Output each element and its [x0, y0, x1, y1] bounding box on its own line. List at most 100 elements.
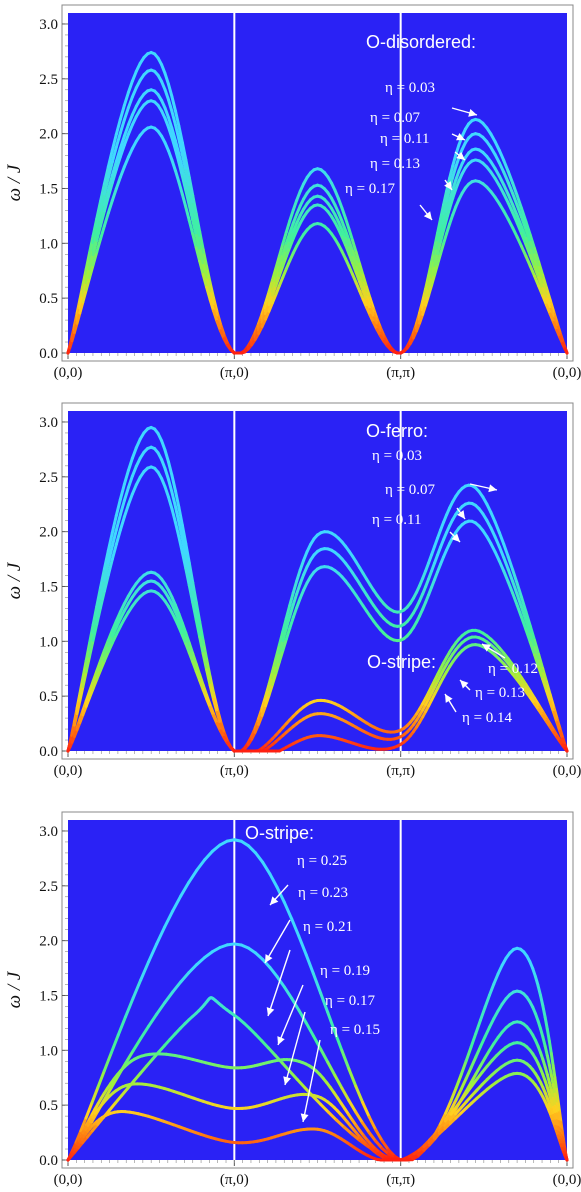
series-segment — [114, 155, 122, 171]
series-label: η = 0.03 — [385, 80, 435, 96]
series-segment — [474, 1045, 482, 1059]
panel-title: O-stripe: — [245, 823, 314, 843]
series-label: η = 0.23 — [298, 885, 348, 901]
series-segment — [160, 63, 167, 75]
series-segment — [145, 1057, 155, 1068]
series-segment — [295, 568, 302, 583]
series-segment — [520, 615, 528, 632]
series-segment — [270, 292, 278, 305]
series-segment — [361, 1100, 371, 1119]
series-segment — [84, 654, 92, 674]
series-segment — [187, 651, 195, 664]
series-segment — [191, 601, 198, 622]
series-segment — [177, 612, 184, 625]
y-tick-label: 1.5 — [39, 181, 58, 197]
y-tick-label: 2.0 — [39, 934, 58, 950]
series-segment — [479, 1005, 487, 1022]
series-segment — [270, 664, 278, 680]
series-segment — [102, 165, 110, 186]
series-segment — [281, 267, 288, 279]
series-segment — [187, 203, 195, 222]
series-segment — [114, 131, 122, 149]
series-segment — [122, 468, 130, 486]
annotation-arrow-head — [423, 211, 432, 220]
series-segment — [99, 659, 106, 672]
annotation-arrow-head — [283, 1076, 291, 1085]
series-segment — [130, 483, 138, 496]
series-segment — [191, 660, 198, 673]
series-segment — [114, 617, 122, 629]
y-axis-label: ω / J — [4, 561, 25, 599]
series-line — [66, 1071, 569, 1162]
y-tick-label: 0.0 — [39, 1153, 58, 1169]
series-segment — [448, 164, 455, 180]
series-segment — [208, 297, 216, 313]
series-segment — [506, 169, 515, 185]
series-segment — [116, 1015, 128, 1037]
series-segment — [502, 183, 510, 196]
series-segment — [81, 288, 88, 304]
series-segment — [506, 567, 515, 583]
x-tick-label: (0,0) — [54, 1172, 83, 1188]
series-segment — [110, 187, 118, 203]
series-segment — [122, 90, 130, 107]
series-label: η = 0.12 — [488, 661, 538, 677]
series-segment — [191, 232, 198, 250]
series-segment — [74, 1129, 83, 1144]
series-segment — [95, 596, 103, 617]
series-segment — [88, 263, 95, 280]
series-segment — [502, 170, 510, 184]
series-segment — [281, 248, 288, 263]
series-segment — [187, 175, 195, 197]
series-segment — [102, 195, 110, 213]
series-segment — [75, 311, 82, 325]
series-segment — [91, 677, 99, 691]
y-tick-label: 1.5 — [39, 579, 58, 595]
series-segment — [528, 254, 537, 269]
series-segment — [99, 653, 106, 667]
series-segment — [340, 219, 348, 233]
series-segment — [533, 646, 541, 663]
series-segment — [184, 188, 191, 207]
series-segment — [264, 303, 271, 316]
series-segment — [464, 1081, 473, 1093]
y-tick-label: 0.5 — [39, 689, 58, 705]
series-segment — [118, 134, 126, 150]
series-segment — [351, 239, 358, 254]
series-segment — [515, 592, 524, 609]
series-segment — [528, 248, 537, 264]
y-tick-label: 3.0 — [39, 17, 58, 33]
series-segment — [155, 925, 167, 946]
y-tick-label: 1.0 — [39, 236, 58, 252]
series-segment — [479, 1035, 487, 1049]
series-segment — [442, 209, 449, 225]
series-segment — [102, 638, 110, 652]
series-segment — [281, 616, 288, 634]
series-segment — [122, 503, 130, 519]
series-segment — [194, 609, 202, 631]
series-segment — [483, 1025, 492, 1039]
series-segment — [81, 281, 88, 298]
series-segment — [537, 653, 545, 670]
series-segment — [277, 630, 285, 647]
series-segment — [284, 614, 292, 630]
series-segment — [284, 239, 292, 252]
series-segment — [268, 965, 279, 979]
x-tick-label: (π,0) — [220, 763, 249, 779]
series-segment — [187, 561, 195, 585]
series-segment — [297, 1008, 308, 1025]
series-segment — [344, 237, 351, 250]
series-segment — [177, 505, 184, 527]
series-segment — [166, 98, 174, 114]
y-tick-label: 0.0 — [39, 744, 58, 760]
series-segment — [493, 550, 501, 563]
series-segment — [201, 272, 209, 289]
series-segment — [118, 143, 126, 159]
series-segment — [326, 1060, 337, 1077]
series-segment — [539, 993, 545, 1008]
series-segment — [177, 124, 184, 144]
series-segment — [170, 158, 177, 173]
series-segment — [351, 256, 358, 269]
panel-title: O-stripe: — [367, 652, 436, 672]
series-segment — [442, 217, 449, 232]
